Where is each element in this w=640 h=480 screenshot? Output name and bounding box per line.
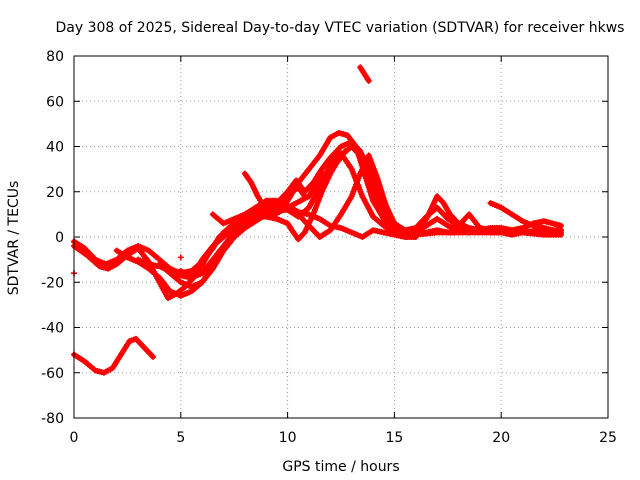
data-series (71, 335, 157, 376)
grid (74, 56, 608, 418)
data-series (241, 148, 349, 218)
data-series (177, 254, 184, 261)
data-series (487, 200, 565, 236)
x-tick-label: 10 (279, 430, 297, 446)
x-axis-label: GPS time / hours (282, 459, 399, 475)
y-tick-label: 0 (55, 230, 64, 246)
chart-title: Day 308 of 2025, Sidereal Day-to-day VTE… (56, 20, 625, 36)
y-axis-label: SDTVAR / TECUs (6, 181, 22, 296)
x-tick-label: 0 (70, 430, 79, 446)
data-layer (71, 64, 565, 376)
y-tick-label: 80 (46, 49, 64, 65)
y-tick-label: -40 (41, 321, 64, 337)
series-markers (241, 148, 349, 218)
x-tick-label: 5 (176, 430, 185, 446)
data-series (357, 64, 372, 84)
series-markers (177, 254, 184, 261)
series-markers (444, 211, 565, 236)
x-tick-label: 15 (385, 430, 403, 446)
y-tick-label: -20 (41, 275, 64, 291)
y-tick-label: 20 (46, 185, 64, 201)
series-markers (357, 64, 372, 84)
series-markers (487, 200, 565, 236)
y-tick-label: 60 (46, 94, 64, 110)
x-tick-label: 20 (492, 430, 510, 446)
y-tick-label: -80 (41, 411, 64, 427)
data-series (444, 211, 565, 236)
y-tick-label: -60 (41, 366, 64, 382)
y-tick-label: 40 (46, 140, 64, 156)
axis-ticks: 0 5 10 15 20 25 -80 -60 -40 -20 0 20 40 60 80 (41, 49, 617, 446)
x-tick-label: 25 (599, 430, 617, 446)
